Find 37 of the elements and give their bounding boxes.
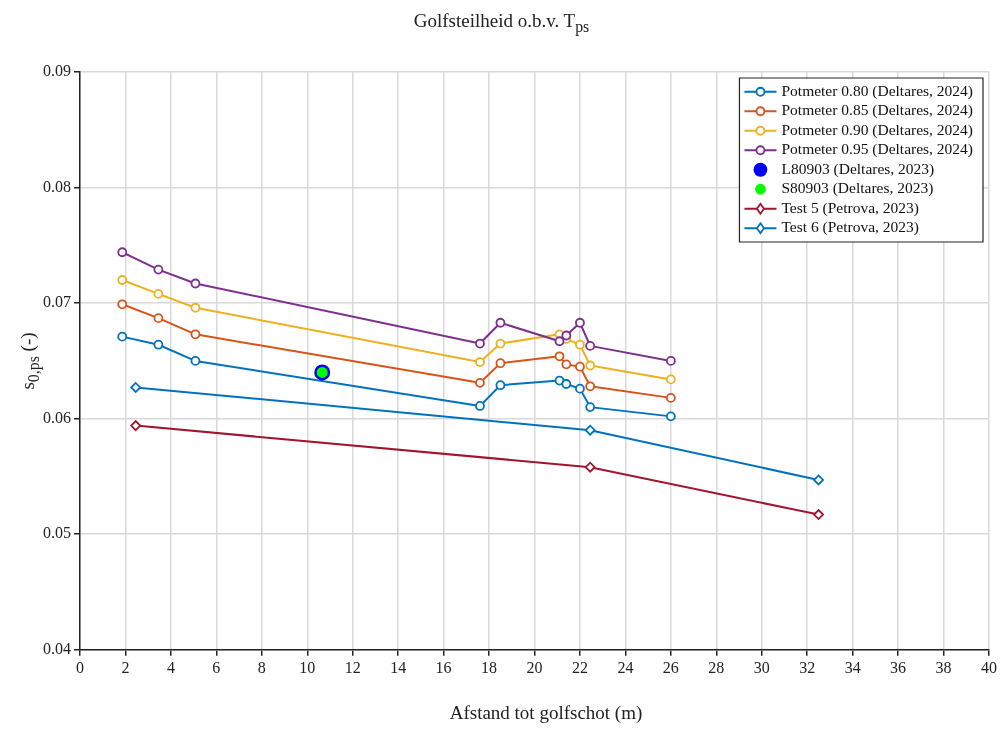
y-tick-label: 0.09 [43,62,71,80]
x-tick-label: 10 [299,658,316,676]
y-tick-label: 0.07 [43,293,71,311]
legend-label: Potmeter 0.95 (Deltares, 2024) [781,140,974,159]
x-tick-label: 32 [799,658,816,676]
x-tick-label: 6 [212,658,221,676]
x-tick-label: 2 [121,658,130,676]
x-tick-label: 0 [76,658,84,676]
x-tick-label: 26 [662,658,679,676]
x-tick-label: 14 [390,658,407,676]
x-tick-label: 4 [166,658,175,676]
x-tick-label: 22 [571,658,588,676]
x-tick-label: 28 [708,658,725,676]
y-tick-label: 0.05 [43,524,71,542]
x-tick-label: 12 [344,658,361,676]
x-tick-label: 8 [257,658,266,676]
x-tick-label: 20 [526,658,543,676]
x-tick-label: 36 [890,658,907,676]
x-tick-label: 38 [935,658,952,676]
legend-label: Potmeter 0.85 (Deltares, 2024) [781,101,974,120]
legend-label: L80903 (Deltares, 2023) [781,159,935,178]
legend-label: S80903 (Deltares, 2023) [781,179,934,198]
y-tick-label: 0.06 [43,408,71,426]
x-tick-label: 30 [753,658,770,676]
x-tick-label: 16 [435,658,452,676]
legend-label: Test 6 (Petrova, 2023) [781,218,919,237]
x-tick-label: 24 [617,658,634,676]
y-tick-label: 0.04 [43,640,71,657]
y-tick-label: 0.08 [43,177,71,195]
x-axis-title: Afstand tot golfschot (m) [448,702,644,724]
x-tick-label: 18 [481,658,498,676]
chart-title: Golfsteilheid o.b.v. T$_{ps}$ [412,10,591,36]
legend-label: Potmeter 0.80 (Deltares, 2024) [781,81,974,100]
x-tick-label: 40 [981,658,997,676]
legend-label: Test 5 (Petrova, 2023) [781,198,919,217]
x-tick-label: 34 [844,658,861,676]
legend-label: Potmeter 0.90 (Deltares, 2024) [781,120,974,139]
